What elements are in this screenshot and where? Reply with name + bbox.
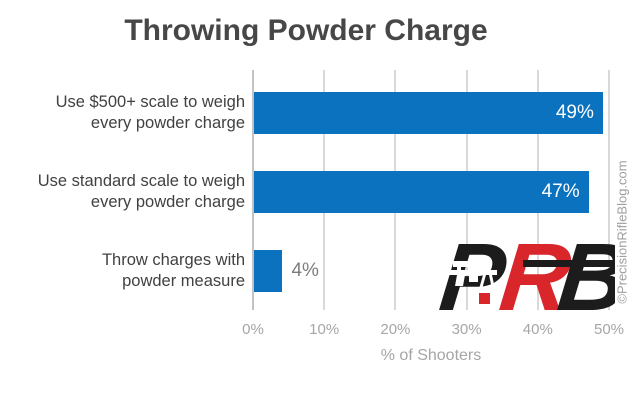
gridline	[608, 70, 610, 310]
category-label-line: every powder charge	[90, 193, 245, 211]
bar-value-label: 47%	[541, 181, 580, 202]
category-label-line: Throw charges with	[101, 251, 245, 269]
bar-value-label: 4%	[291, 260, 319, 281]
y-axis-line	[252, 70, 254, 310]
category-label-line: powder measure	[122, 272, 245, 290]
x-axis-title: % of Shooters	[380, 347, 482, 364]
x-tick-label: 50%	[593, 321, 625, 338]
logo-rifle-silhouette	[427, 261, 497, 289]
plot-area: 49% 47% 4%	[252, 70, 610, 310]
category-label-line: Use $500+ scale to weigh	[55, 93, 245, 111]
x-tick-label: 20%	[380, 321, 411, 338]
x-tick-label: 30%	[451, 321, 482, 338]
x-tick-label: 40%	[522, 321, 553, 338]
bar: 47%	[254, 171, 589, 213]
category-label: Use $500+ scale to weigh every powder cha…	[0, 92, 245, 134]
category-label: Throw charges with powder measure	[0, 250, 245, 292]
bar: 49%	[254, 92, 603, 134]
logo-letter-r: R	[495, 237, 576, 314]
copyright-watermark-text: ©PrecisionRifleBlog.com	[614, 160, 630, 304]
category-label-line: Use standard scale to weigh	[37, 172, 245, 190]
prb-logo-letters: P R B	[435, 237, 615, 314]
prb-logo: P R B	[427, 237, 615, 314]
category-label: Use standard scale to weigh every powder …	[0, 171, 245, 213]
chart-title: Throwing Powder Charge	[124, 14, 488, 47]
category-label-line: every powder charge	[90, 114, 245, 132]
logo-rifle-barrel	[523, 260, 613, 267]
x-tick-label: 0%	[242, 321, 264, 338]
logo-red-square	[479, 293, 490, 304]
logo-letter-b: B	[553, 237, 615, 314]
bar-value-label: 49%	[555, 102, 594, 123]
bar	[254, 250, 283, 292]
x-tick-label: 10%	[309, 321, 340, 338]
